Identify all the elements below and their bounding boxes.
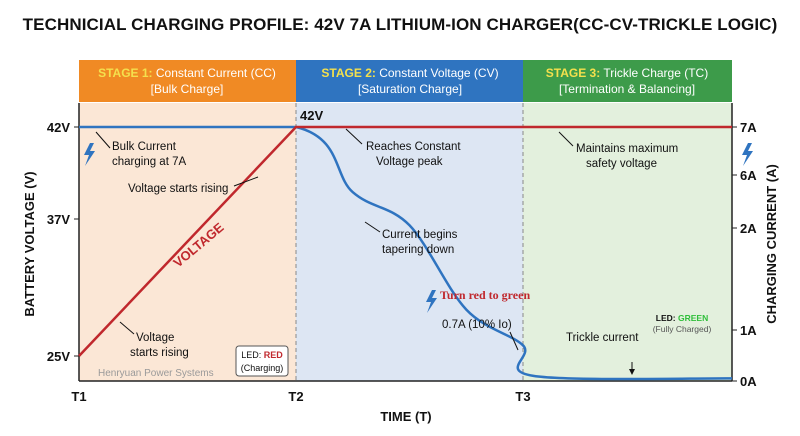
voltage-rising-lower-label-line1: Voltage <box>136 332 174 344</box>
voltage-rising-lower-label-line2: starts rising <box>130 347 189 359</box>
stage-3-title: STAGE 3: Trickle Charge (TC) <box>546 66 708 80</box>
lightning-bolt-icon <box>84 143 95 166</box>
x-tick-t3: T3 <box>515 389 530 404</box>
chart-title: TECHNICIAL CHARGING PROFILE: 42V 7A LITH… <box>22 15 778 34</box>
stage-2-subtitle: [Saturation Charge] <box>358 82 462 96</box>
x-axis-title: TIME (T) <box>380 409 431 424</box>
stage-2-background <box>296 103 523 381</box>
reaches-peak-label-line1: Reaches Constant <box>366 141 461 153</box>
leader-line <box>95 131 111 149</box>
lightning-bolt-icon <box>742 143 753 166</box>
stage-2-title: STAGE 2: Constant Voltage (CV) <box>321 66 498 80</box>
led-red-state: (Charging) <box>241 363 284 373</box>
y2-tick-7a: 7A <box>740 120 757 135</box>
maintains-label-line1: Maintains maximum <box>576 143 678 155</box>
turn-red-to-green-label: Turn red to green <box>440 288 530 302</box>
watermark-text: Henryuan Power Systems <box>98 368 214 379</box>
y2-tick-0a: 0A <box>740 374 757 389</box>
y-tick-25v: 25V <box>47 349 70 364</box>
x-tick-t1: T1 <box>71 389 86 404</box>
leader-line <box>558 131 574 147</box>
led-red-box <box>235 345 289 377</box>
y-tick-37v: 37V <box>47 212 70 227</box>
y2-tick-6a: 6A <box>740 168 757 183</box>
lightning-bolt-icon <box>426 290 437 313</box>
leader-line <box>509 331 519 351</box>
stage-1-title: STAGE 1: Constant Current (CC) <box>98 66 276 80</box>
maintains-label-line2: safety voltage <box>586 158 657 170</box>
stage-1-header <box>79 60 296 102</box>
trickle-current-label: Trickle current <box>566 332 639 344</box>
current-tapering-label-line2: tapering down <box>382 244 454 256</box>
y2-tick-2a: 2A <box>740 221 757 236</box>
leader-line <box>364 221 381 233</box>
y2-tick-1a: 1A <box>740 323 757 338</box>
led-green-state: (Fully Charged) <box>653 324 712 334</box>
bulk-current-label-line2: charging at 7A <box>112 156 186 168</box>
stage-3-background <box>523 103 732 381</box>
current-tapering-label-line1: Current begins <box>382 229 458 241</box>
x-tick-t2: T2 <box>288 389 303 404</box>
leader-line <box>345 128 363 145</box>
stage-1-subtitle: [Bulk Charge] <box>151 82 224 96</box>
cutoff-current-label: 0.7A (10% Io) <box>442 319 512 331</box>
reaches-peak-label-line2: Voltage peak <box>376 156 443 168</box>
stage-3-subtitle: [Termination & Balancing] <box>559 82 695 96</box>
led-red-label: LED: RED <box>241 350 283 360</box>
voltage-rising-upper-label: Voltage starts rising <box>128 183 228 195</box>
peak-voltage-label: 42V <box>300 108 323 123</box>
stage-2-header <box>296 60 523 102</box>
leader-line <box>233 176 259 187</box>
voltage-series-line <box>78 125 732 357</box>
y-tick-42v: 42V <box>47 120 70 135</box>
stage-3-header <box>523 60 732 102</box>
y-axis-right-title: CHARGING CURRENT (A) <box>764 164 779 324</box>
led-green-label: LED: GREEN <box>656 313 708 323</box>
y-axis-left-title: BATTERY VOLTAGE (V) <box>22 171 37 316</box>
bulk-current-label-line1: Bulk Current <box>112 141 177 153</box>
leader-line <box>119 321 135 335</box>
current-series-line <box>79 125 733 381</box>
